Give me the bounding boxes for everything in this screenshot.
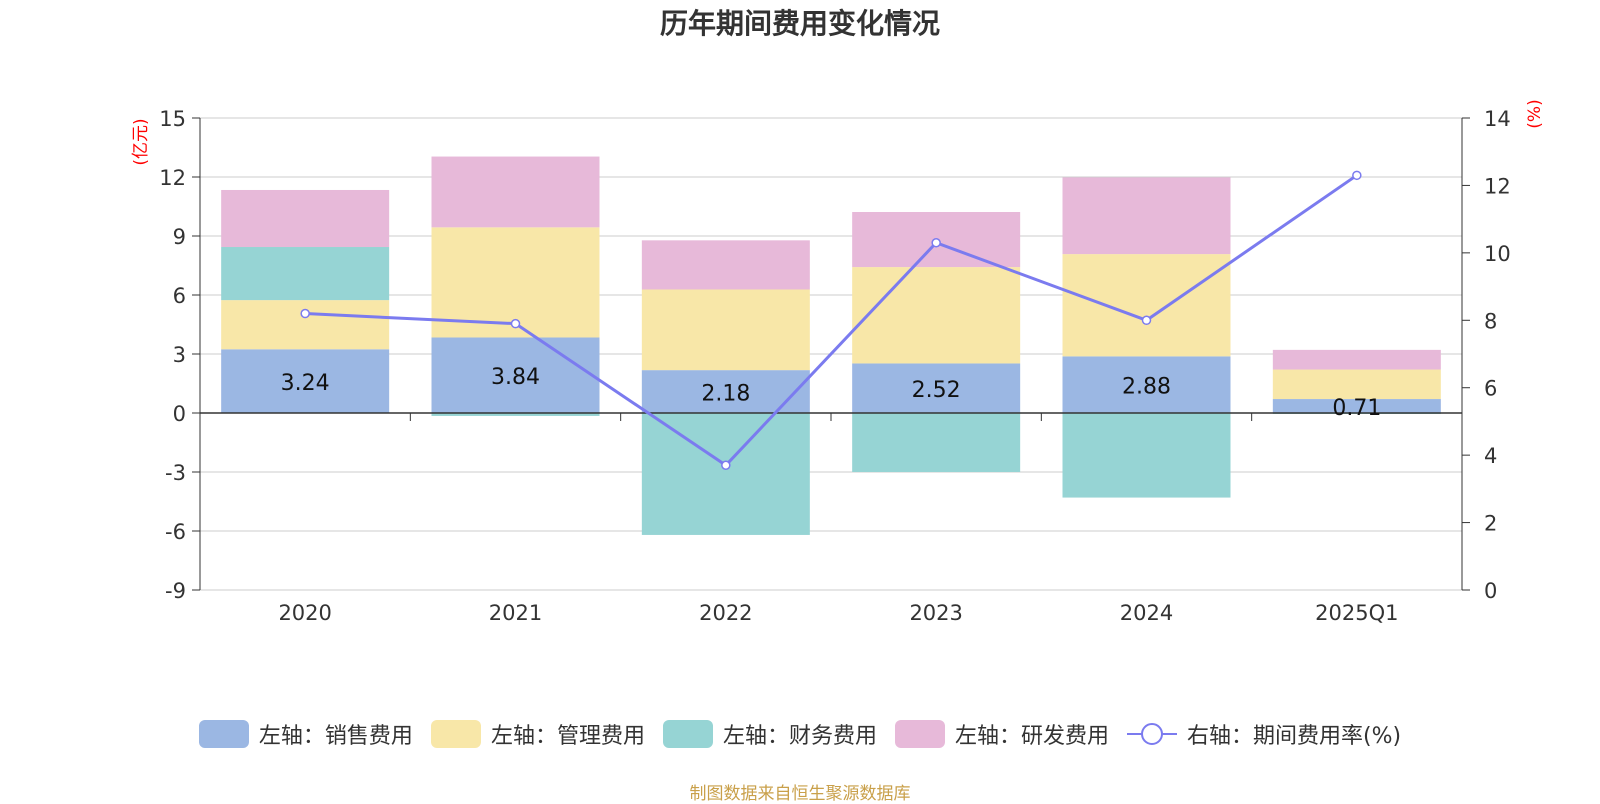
bar-2021-series-0 [431, 337, 600, 413]
legend-label-admin: 左轴：管理费用 [490, 724, 645, 749]
legend-label-finance: 左轴：财务费用 [722, 724, 877, 749]
bar-2023-series-2 [852, 413, 1021, 472]
x-axis-tick-label: 2021 [489, 601, 542, 625]
legend-swatch-admin [430, 720, 481, 748]
right-axis-tick-label: 12 [1484, 174, 1511, 198]
sales-data-label: 3.24 [281, 371, 330, 396]
left-axis-tick-label: 9 [173, 225, 186, 249]
legend-item-admin[interactable]: 左轴：管理费用 [430, 718, 645, 750]
bar-2025Q1-series-0 [1272, 399, 1441, 413]
right-axis-tick-label: 0 [1484, 579, 1497, 603]
bar-2022-series-3 [641, 240, 810, 290]
left-axis-tick-label: -9 [165, 579, 186, 603]
left-axis-tick-label: -6 [165, 520, 186, 544]
chart-plot: 15 12 9 6 3 0 -3 -6 -9 14 12 10 8 6 4 2 0 (亿元) (%) 2020 2021… [131, 99, 1545, 625]
bar-2020-series-1 [221, 300, 390, 350]
left-axis-tick-label: -3 [165, 461, 186, 485]
bar-2023-series-0 [852, 363, 1021, 413]
legend-item-finance[interactable]: 左轴：财务费用 [662, 718, 877, 750]
rate-line [305, 174, 1358, 468]
left-axis-unit: (亿元) [131, 118, 151, 165]
right-axis-tick-label: 8 [1484, 309, 1497, 333]
right-axis-tick-label: 14 [1484, 107, 1511, 131]
legend-item-rate[interactable]: 右轴：期间费用率(%) [1126, 718, 1402, 750]
left-axis-tick-label: 0 [173, 402, 186, 426]
legend-label-rate: 右轴：期间费用率(%) [1186, 724, 1402, 749]
bar-2025Q1-series-1 [1272, 369, 1441, 400]
source-note: 制图数据来自恒生聚源数据库 [689, 784, 911, 804]
bar-2020-series-2 [221, 247, 390, 301]
rate-point-2021 [510, 318, 521, 329]
bar-2021-series-3 [431, 156, 600, 228]
rate-point-2020 [300, 308, 310, 319]
bar-2021-series-2 [431, 413, 600, 416]
legend-label-rnd: 左轴：研发费用 [954, 724, 1109, 749]
left-axis-tick-label: 15 [159, 107, 186, 131]
bar-2020-series-3 [221, 189, 390, 248]
bar-2022-series-1 [641, 289, 810, 371]
sales-data-label: 2.18 [701, 382, 750, 407]
bar-2024-series-3 [1062, 177, 1231, 255]
legend-swatch-finance [662, 720, 713, 748]
rate-point-2025Q1 [1352, 170, 1362, 181]
x-axis-tick-label: 2020 [278, 601, 331, 625]
legend-swatch-rate [1126, 723, 1177, 745]
left-axis-tick-label: 12 [159, 166, 186, 190]
chart-title: 历年期间费用变化情况 [659, 7, 940, 40]
bar-2024-series-0 [1062, 356, 1231, 413]
rate-point-2023 [931, 237, 941, 248]
bar-2024-series-1 [1062, 254, 1231, 357]
rate-point-2022 [721, 460, 731, 471]
legend-item-sales[interactable]: 左轴：销售费用 [198, 718, 413, 750]
sales-data-label: 3.84 [491, 365, 540, 390]
right-axis-tick-label: 6 [1484, 377, 1497, 401]
x-axis-tick-label: 2025Q1 [1315, 601, 1398, 625]
x-axis-tick-label: 2023 [909, 601, 962, 625]
legend-item-rnd[interactable]: 左轴：研发费用 [894, 718, 1109, 750]
rate-point-2024 [1141, 315, 1152, 326]
legend-swatch-sales [198, 720, 249, 748]
right-axis-tick-label: 2 [1484, 512, 1497, 536]
sales-data-label: 0.71 [1332, 396, 1381, 421]
right-axis-unit: (%) [1525, 99, 1545, 128]
sales-data-label: 2.52 [912, 378, 961, 403]
bar-2024-series-2 [1062, 413, 1231, 498]
bar-2020-series-0 [221, 349, 390, 413]
left-axis-tick-label: 6 [173, 284, 186, 308]
sales-data-label: 2.88 [1122, 375, 1171, 400]
legend: 左轴：销售费用 左轴：管理费用 左轴：财务费用 左轴：研发费用 右轴：期间费用率… [0, 718, 1600, 750]
bar-2022-series-2 [641, 413, 810, 535]
x-axis-tick-label: 2024 [1120, 601, 1173, 625]
right-axis-tick-label: 4 [1484, 444, 1497, 468]
bar-2023-series-1 [852, 267, 1021, 364]
legend-label-sales: 左轴：销售费用 [258, 724, 413, 749]
left-axis-tick-label: 3 [173, 343, 186, 367]
x-axis-tick-label: 2022 [699, 601, 752, 625]
legend-swatch-rnd [894, 720, 945, 748]
right-axis-tick-label: 10 [1484, 242, 1511, 266]
bar-2025Q1-series-3 [1272, 349, 1441, 370]
